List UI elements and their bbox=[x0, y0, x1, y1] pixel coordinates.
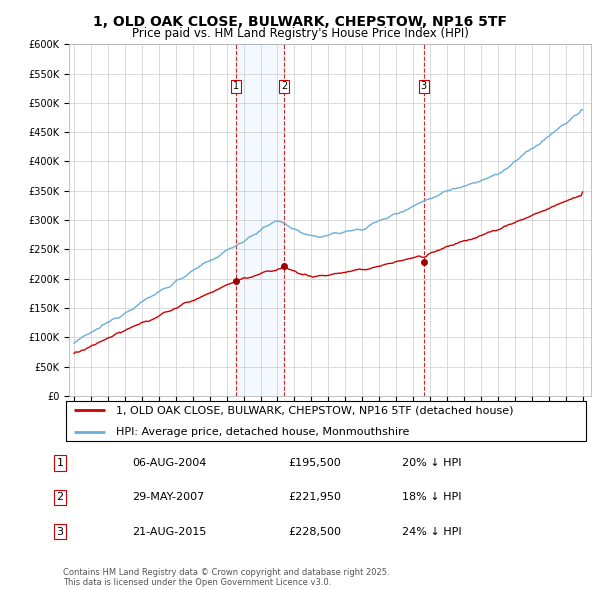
Text: £228,500: £228,500 bbox=[288, 527, 341, 536]
Text: £195,500: £195,500 bbox=[288, 458, 341, 468]
Text: 29-MAY-2007: 29-MAY-2007 bbox=[132, 493, 204, 502]
Text: HPI: Average price, detached house, Monmouthshire: HPI: Average price, detached house, Monm… bbox=[116, 427, 409, 437]
Text: 1: 1 bbox=[56, 458, 64, 468]
Text: 1: 1 bbox=[233, 81, 239, 91]
Text: 2: 2 bbox=[281, 81, 287, 91]
Text: 1, OLD OAK CLOSE, BULWARK, CHEPSTOW, NP16 5TF (detached house): 1, OLD OAK CLOSE, BULWARK, CHEPSTOW, NP1… bbox=[116, 405, 513, 415]
Text: 3: 3 bbox=[421, 81, 427, 91]
Text: £221,950: £221,950 bbox=[288, 493, 341, 502]
Text: 1, OLD OAK CLOSE, BULWARK, CHEPSTOW, NP16 5TF: 1, OLD OAK CLOSE, BULWARK, CHEPSTOW, NP1… bbox=[93, 15, 507, 29]
Text: 24% ↓ HPI: 24% ↓ HPI bbox=[402, 527, 461, 536]
Text: 18% ↓ HPI: 18% ↓ HPI bbox=[402, 493, 461, 502]
Bar bbox=[236, 44, 284, 396]
Text: 06-AUG-2004: 06-AUG-2004 bbox=[132, 458, 206, 468]
Text: Contains HM Land Registry data © Crown copyright and database right 2025.
This d: Contains HM Land Registry data © Crown c… bbox=[63, 568, 389, 587]
Text: 20% ↓ HPI: 20% ↓ HPI bbox=[402, 458, 461, 468]
Text: Price paid vs. HM Land Registry's House Price Index (HPI): Price paid vs. HM Land Registry's House … bbox=[131, 27, 469, 40]
FancyBboxPatch shape bbox=[65, 401, 586, 441]
Text: 2: 2 bbox=[56, 493, 64, 502]
Text: 3: 3 bbox=[56, 527, 64, 536]
Text: 21-AUG-2015: 21-AUG-2015 bbox=[132, 527, 206, 536]
